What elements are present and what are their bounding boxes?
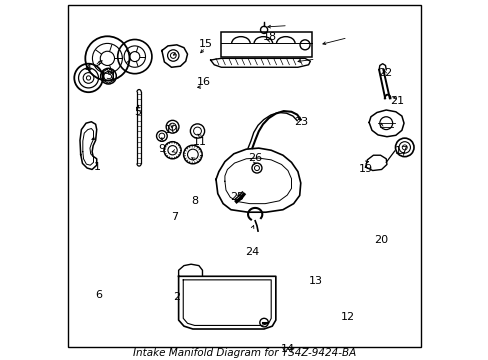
Text: 14: 14 — [280, 343, 294, 354]
Text: 17: 17 — [394, 146, 408, 156]
Text: 3: 3 — [105, 71, 112, 81]
Text: 5: 5 — [134, 107, 141, 117]
Text: 23: 23 — [294, 117, 308, 127]
Text: 13: 13 — [308, 276, 322, 286]
Text: 21: 21 — [390, 96, 404, 106]
Text: 20: 20 — [374, 235, 388, 245]
Text: 26: 26 — [247, 153, 262, 163]
Text: 18: 18 — [262, 32, 276, 42]
Text: 19: 19 — [358, 164, 372, 174]
Text: 4: 4 — [84, 64, 91, 74]
Text: Intake Manifold Diagram for YS4Z-9424-BA: Intake Manifold Diagram for YS4Z-9424-BA — [133, 347, 355, 357]
Text: 7: 7 — [171, 212, 178, 222]
Text: 2: 2 — [173, 292, 180, 302]
Text: 16: 16 — [196, 77, 210, 86]
Text: 9: 9 — [158, 144, 165, 154]
Text: 25: 25 — [230, 192, 244, 202]
Text: 1: 1 — [94, 162, 101, 172]
Text: 10: 10 — [164, 125, 178, 135]
Text: 22: 22 — [377, 68, 391, 78]
Text: 6: 6 — [95, 290, 102, 300]
Text: 12: 12 — [340, 311, 354, 321]
Text: 11: 11 — [193, 137, 206, 147]
Text: 15: 15 — [198, 39, 212, 49]
Bar — [221, 32, 311, 57]
Text: 24: 24 — [244, 247, 259, 257]
Text: 8: 8 — [191, 196, 198, 206]
